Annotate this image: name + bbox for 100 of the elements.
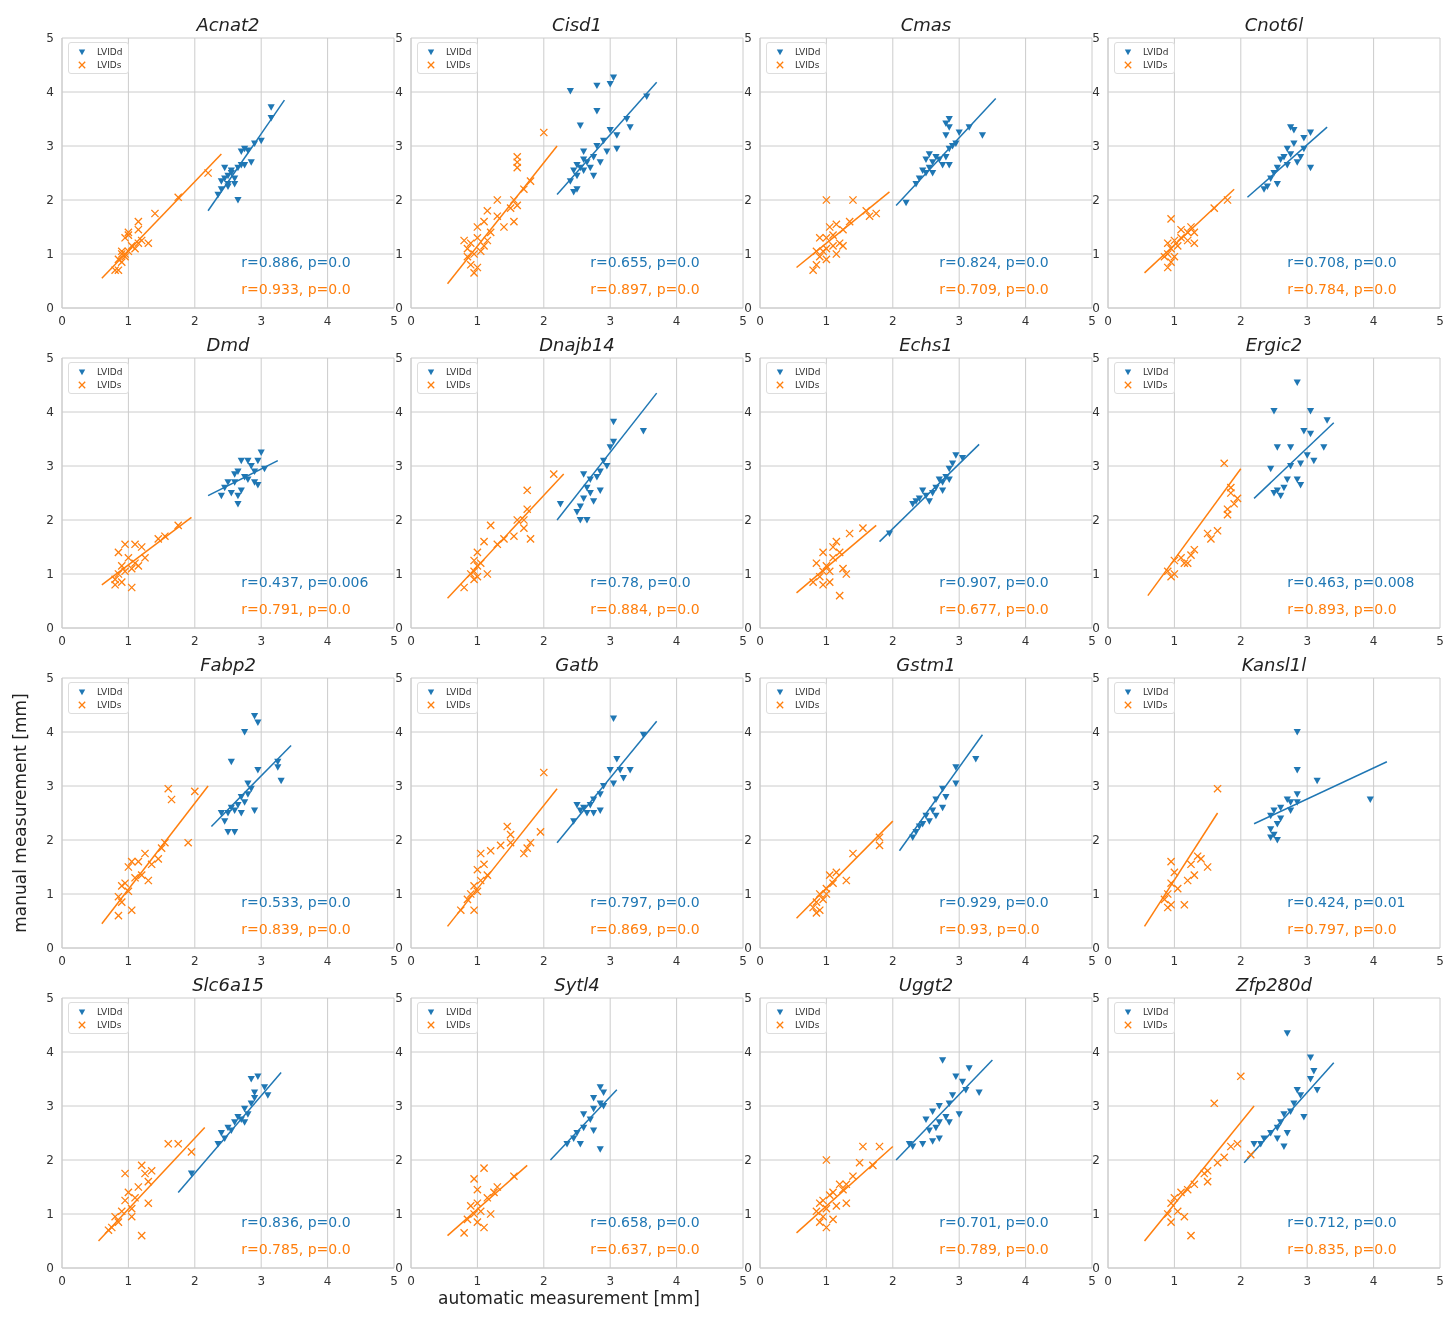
point xyxy=(609,438,618,446)
y-tick-label: 2 xyxy=(1092,1153,1100,1168)
y-tick-label: 2 xyxy=(395,513,403,528)
point xyxy=(868,1161,878,1170)
chart-title: Sytl4 xyxy=(553,974,601,995)
y-tick-label: 4 xyxy=(1092,405,1100,420)
point xyxy=(858,1142,868,1151)
y-tick-label: 1 xyxy=(395,887,403,902)
point xyxy=(925,818,933,825)
point xyxy=(163,784,173,793)
point xyxy=(217,1130,225,1137)
point xyxy=(1280,484,1288,492)
legend-label: LVIDs xyxy=(1143,1019,1168,1030)
annotation: r=0.929, p=0.0 xyxy=(939,894,1049,910)
point xyxy=(570,167,578,174)
point xyxy=(486,228,495,237)
point xyxy=(247,785,255,793)
point xyxy=(254,719,262,726)
point xyxy=(1200,1169,1209,1178)
point xyxy=(1219,459,1229,468)
point xyxy=(912,829,920,836)
legend-label: LVIDd xyxy=(446,686,472,697)
point xyxy=(509,1171,519,1181)
point xyxy=(566,178,574,185)
point xyxy=(217,178,225,185)
x-tick-label: 0 xyxy=(407,633,415,648)
y-tick-label: 5 xyxy=(744,671,752,686)
y-tick-label: 5 xyxy=(744,351,752,366)
x-tick-label: 4 xyxy=(1369,313,1378,328)
x-tick-label: 4 xyxy=(323,953,332,968)
annotation: r=0.933, p=0.0 xyxy=(241,281,351,297)
point xyxy=(808,265,818,275)
point xyxy=(822,561,831,571)
point xyxy=(231,479,239,486)
point xyxy=(1209,1099,1219,1108)
y-tick-label: 1 xyxy=(395,567,403,582)
point xyxy=(140,553,150,563)
point xyxy=(254,457,262,465)
point xyxy=(1246,1150,1256,1159)
x-tick-label: 1 xyxy=(822,1273,831,1288)
annotation: r=0.886, p=0.0 xyxy=(241,254,351,270)
point xyxy=(573,186,581,193)
annotation: r=0.884, p=0.0 xyxy=(590,601,700,617)
point xyxy=(1180,900,1189,910)
y-tick-label: 0 xyxy=(1092,301,1100,316)
point xyxy=(848,1171,858,1181)
point xyxy=(818,1212,828,1221)
point xyxy=(929,159,937,166)
point xyxy=(473,1217,482,1227)
x-tick-label: 3 xyxy=(955,1273,964,1288)
point xyxy=(489,1188,499,1197)
chart-title: Uggt2 xyxy=(897,974,955,995)
point xyxy=(234,164,242,172)
x-tick-label: 0 xyxy=(756,313,764,328)
point xyxy=(643,93,651,100)
point xyxy=(250,140,259,147)
point xyxy=(1273,1135,1281,1142)
y-tick-label: 4 xyxy=(744,405,752,420)
point xyxy=(606,766,614,774)
y-tick-label: 3 xyxy=(395,459,403,474)
point xyxy=(1163,1209,1173,1219)
point xyxy=(822,1223,831,1232)
point xyxy=(1267,1130,1275,1137)
point xyxy=(167,795,176,804)
annotation: r=0.78, p=0.0 xyxy=(590,574,691,590)
point xyxy=(114,548,123,557)
x-tick-label: 4 xyxy=(1021,633,1030,648)
point xyxy=(493,211,502,221)
y-tick-label: 5 xyxy=(46,671,54,686)
y-tick-label: 3 xyxy=(46,139,54,154)
point xyxy=(1270,490,1278,497)
point xyxy=(237,457,245,465)
point xyxy=(822,1204,831,1213)
point xyxy=(875,1142,884,1151)
x-tick-label: 4 xyxy=(672,953,681,968)
point xyxy=(1306,164,1315,172)
point xyxy=(909,834,917,841)
point xyxy=(483,569,492,579)
point xyxy=(939,785,947,793)
point xyxy=(1287,444,1295,451)
x-tick-label: 3 xyxy=(606,1273,615,1288)
point xyxy=(1296,482,1305,489)
point xyxy=(257,137,265,145)
point xyxy=(237,148,245,155)
y-tick-label: 2 xyxy=(46,513,54,528)
x-tick-label: 0 xyxy=(1104,633,1112,648)
point xyxy=(1283,1130,1291,1137)
x-tick-label: 3 xyxy=(257,1273,266,1288)
point xyxy=(254,766,262,774)
point xyxy=(932,484,940,492)
point xyxy=(173,193,183,202)
point xyxy=(576,122,584,130)
x-tick-label: 4 xyxy=(323,633,332,648)
x-tick-label: 1 xyxy=(473,1273,482,1288)
y-tick-label: 2 xyxy=(1092,193,1100,208)
point xyxy=(221,818,229,825)
legend-label: LVIDs xyxy=(1143,59,1168,70)
point xyxy=(1283,162,1291,169)
point xyxy=(479,860,489,869)
point xyxy=(247,1076,255,1083)
